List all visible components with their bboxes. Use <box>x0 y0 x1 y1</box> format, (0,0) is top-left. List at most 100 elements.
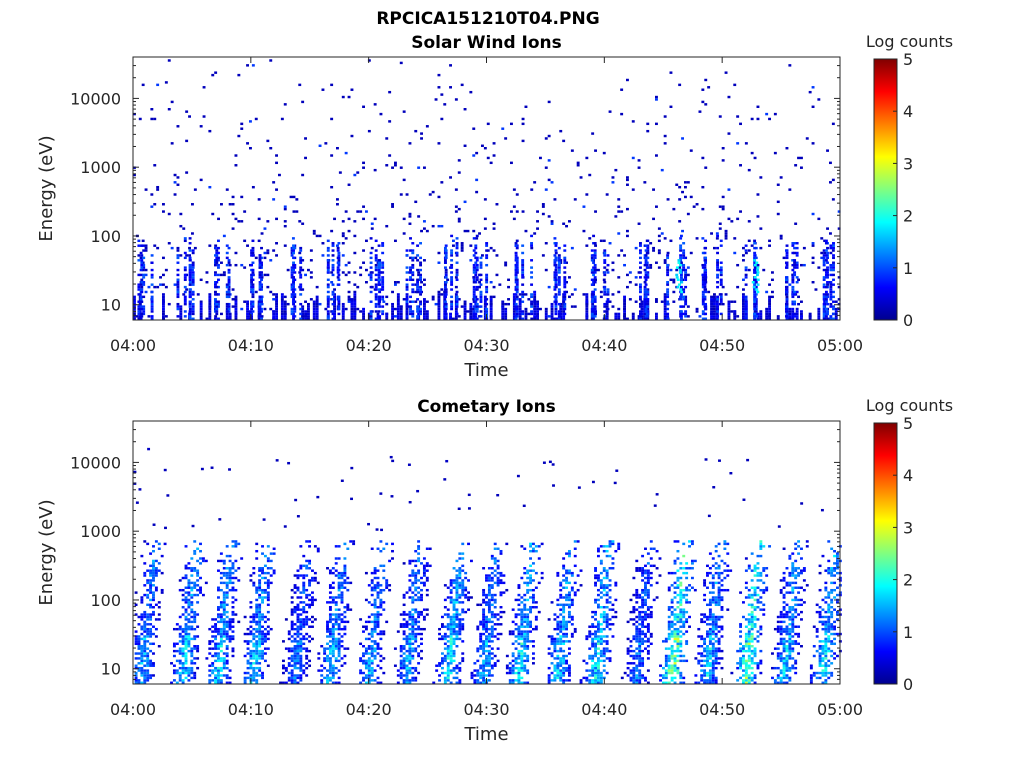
heatmap-cell <box>328 571 332 575</box>
heatmap-cell <box>557 317 561 320</box>
heatmap-cell <box>450 305 454 308</box>
heatmap-cell <box>208 310 212 313</box>
heatmap-cell <box>326 305 330 308</box>
heatmap-cell <box>405 310 409 313</box>
heatmap-cell <box>682 312 686 316</box>
heatmap-cell <box>293 608 297 611</box>
heatmap-cell <box>258 283 262 286</box>
heatmap-cell <box>266 579 270 582</box>
heatmap-cell <box>343 662 347 665</box>
heatmap-cell <box>284 681 288 684</box>
heatmap-cell <box>437 315 441 318</box>
heatmap-cell <box>797 302 800 306</box>
heatmap-cell <box>405 302 409 306</box>
heatmap-cell <box>512 300 516 303</box>
heatmap-cell <box>202 86 206 89</box>
heatmap-cell <box>460 249 464 252</box>
heatmap-cell <box>146 679 150 682</box>
heatmap-cell <box>181 679 185 682</box>
heatmap-cell <box>454 293 458 296</box>
heatmap-cell <box>643 281 647 284</box>
heatmap-cell <box>695 310 699 313</box>
heatmap-cell <box>280 310 284 313</box>
heatmap-cell <box>634 300 638 303</box>
heatmap-cell <box>225 591 229 594</box>
heatmap-cell <box>183 290 187 294</box>
heatmap-cell <box>701 185 705 189</box>
heatmap-cell <box>176 293 180 296</box>
heatmap-cell <box>785 263 789 267</box>
heatmap-cell <box>280 315 284 318</box>
heatmap-cell <box>196 649 200 653</box>
heatmap-cell <box>454 276 458 279</box>
heatmap-cell <box>742 302 745 306</box>
heatmap-cell <box>428 193 432 196</box>
heatmap-cell <box>679 261 683 264</box>
heatmap-cell <box>280 295 284 299</box>
heatmap-cell <box>512 307 516 311</box>
heatmap-cell <box>512 217 516 221</box>
heatmap-cell <box>573 305 577 308</box>
heatmap-cell <box>152 596 155 599</box>
heatmap-cell <box>190 620 194 624</box>
heatmap-cell <box>369 261 373 264</box>
heatmap-cell <box>187 579 191 582</box>
heatmap-cell <box>565 224 568 228</box>
heatmap-cell <box>179 315 183 318</box>
heatmap-cell <box>219 659 223 663</box>
heatmap-cell <box>149 676 153 680</box>
heatmap-cell <box>562 222 566 225</box>
heatmap-cell <box>643 285 647 289</box>
heatmap-cell <box>227 276 231 279</box>
heatmap-cell <box>719 281 723 284</box>
heatmap-cell <box>672 278 676 282</box>
heatmap-cell <box>214 71 218 74</box>
heatmap-cell <box>393 647 397 650</box>
heatmap-cell <box>514 302 518 306</box>
heatmap-cell <box>414 593 418 597</box>
heatmap-cell <box>191 307 195 311</box>
heatmap-cell <box>472 295 476 299</box>
heatmap-cell <box>187 679 191 682</box>
heatmap-cell <box>483 217 487 221</box>
heatmap-cell <box>334 545 338 548</box>
heatmap-cell <box>343 606 347 609</box>
heatmap-cell <box>353 283 357 286</box>
heatmap-cell <box>214 625 218 628</box>
heatmap-cell <box>362 312 365 316</box>
heatmap-cell <box>695 307 699 311</box>
heatmap-cell <box>785 312 789 316</box>
heatmap-cell <box>341 254 345 257</box>
heatmap-cell <box>258 302 262 306</box>
heatmap-cell <box>214 271 217 274</box>
heatmap-cell <box>146 657 150 660</box>
heatmap-cell <box>369 251 373 255</box>
heatmap-cell <box>290 657 294 660</box>
heatmap-cell <box>299 293 303 296</box>
heatmap-cell <box>396 310 400 313</box>
heatmap-cell <box>510 210 513 213</box>
heatmap-cell <box>302 591 306 594</box>
heatmap-cell <box>299 302 303 306</box>
heatmap-cell <box>146 654 150 658</box>
heatmap-cell <box>554 249 558 252</box>
heatmap-cell <box>759 315 763 318</box>
heatmap-cell <box>744 283 748 286</box>
heatmap-cell <box>150 254 154 257</box>
heatmap-cell <box>359 618 363 621</box>
heatmap-cell <box>475 268 479 272</box>
heatmap-cell <box>152 569 155 572</box>
heatmap-cell <box>280 117 284 121</box>
heatmap-cell <box>162 298 165 301</box>
heatmap-cell <box>652 249 655 252</box>
heatmap-cell <box>231 610 235 614</box>
heatmap-cell <box>367 637 371 641</box>
heatmap-cell <box>370 588 374 592</box>
heatmap-cell <box>334 642 338 646</box>
heatmap-cell <box>331 571 335 575</box>
heatmap-cell <box>455 244 459 247</box>
heatmap-cell <box>258 654 262 658</box>
heatmap-cell <box>193 647 197 650</box>
heatmap-cell <box>176 183 180 186</box>
heatmap-cell <box>222 562 226 565</box>
